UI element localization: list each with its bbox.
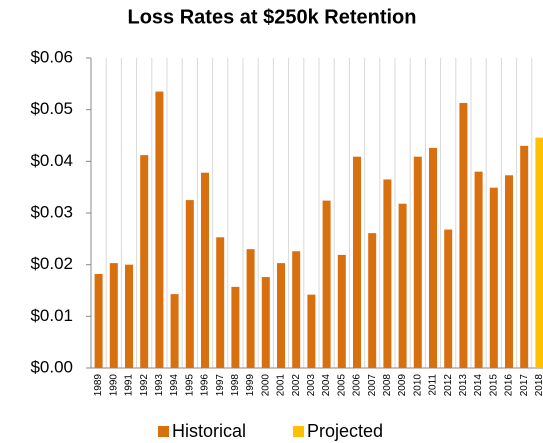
x-tick-label: 1996: [200, 374, 211, 397]
chart-title: Loss Rates at $250k Retention: [128, 6, 417, 28]
x-tick-label: 2005: [336, 374, 347, 397]
bar: [474, 171, 483, 368]
x-tick-label: 2011: [428, 374, 439, 396]
x-tick-label: 1991: [124, 374, 135, 397]
bar: [261, 277, 270, 368]
bar: [155, 91, 164, 368]
y-tick-label: $0.00: [30, 357, 73, 376]
bar: [489, 187, 498, 368]
x-tick-label: 1990: [108, 374, 119, 397]
x-tick-label: 2003: [306, 374, 317, 397]
x-tick-label: 2002: [291, 374, 302, 397]
bar: [185, 200, 194, 368]
x-tick-label: 2008: [382, 374, 393, 397]
bar: [292, 251, 301, 368]
bar: [337, 254, 346, 368]
bar: [201, 172, 209, 368]
bar: [109, 263, 118, 368]
x-tick-label: 2016: [504, 374, 515, 397]
x-tick-label: 1999: [245, 374, 256, 397]
x-tick-label: 2015: [488, 374, 499, 397]
bar: [170, 294, 179, 368]
legend-label: Projected: [307, 421, 383, 441]
bar: [94, 273, 103, 368]
bar: [216, 237, 225, 368]
x-tick-label: 2014: [473, 374, 484, 397]
y-tick-label: $0.05: [30, 99, 73, 118]
bar: [246, 249, 255, 368]
y-tick-label: $0.06: [30, 47, 73, 66]
x-tick-label: 1994: [169, 374, 180, 397]
x-tick-label: 1995: [184, 374, 195, 397]
bar: [429, 147, 437, 368]
y-tick-label: $0.02: [30, 254, 73, 273]
y-tick-label: $0.03: [30, 202, 73, 221]
x-tick-label: 2012: [443, 374, 454, 397]
x-tick-label: 2001: [276, 374, 287, 397]
legend-label: Historical: [172, 421, 246, 441]
x-tick-label: 2018: [534, 374, 543, 397]
bar: [413, 156, 422, 368]
bar: [383, 179, 392, 368]
bar: [505, 175, 513, 368]
x-tick-label: 2007: [367, 374, 378, 397]
x-tick-label: 2010: [412, 374, 423, 397]
y-tick-label: $0.04: [30, 151, 73, 170]
bar: [140, 155, 149, 368]
bar: [322, 200, 331, 368]
legend-swatch: [158, 426, 169, 437]
bar: [535, 137, 543, 368]
x-tick-label: 1992: [139, 374, 150, 397]
x-tick-label: 2013: [458, 374, 469, 397]
y-tick-label: $0.01: [30, 306, 73, 325]
bar: [368, 233, 377, 368]
x-tick-label: 2009: [397, 374, 408, 397]
bar: [444, 229, 453, 368]
bar: [459, 102, 468, 368]
x-tick-label: 2006: [352, 374, 363, 397]
x-tick-label: 2004: [321, 374, 332, 397]
x-tick-label: 1997: [215, 374, 226, 397]
x-tick-label: 2000: [260, 374, 271, 397]
bar: [231, 286, 240, 368]
bar: [125, 264, 133, 368]
bar: [277, 263, 285, 368]
bar: [307, 294, 316, 368]
bar: [398, 203, 407, 368]
x-tick-label: 1998: [230, 374, 241, 397]
bar: [353, 156, 361, 368]
legend-swatch: [293, 426, 304, 437]
x-tick-label: 2017: [519, 374, 530, 397]
bar: [520, 145, 529, 368]
x-tick-label: 1989: [93, 374, 104, 397]
x-tick-label: 1993: [154, 374, 165, 397]
